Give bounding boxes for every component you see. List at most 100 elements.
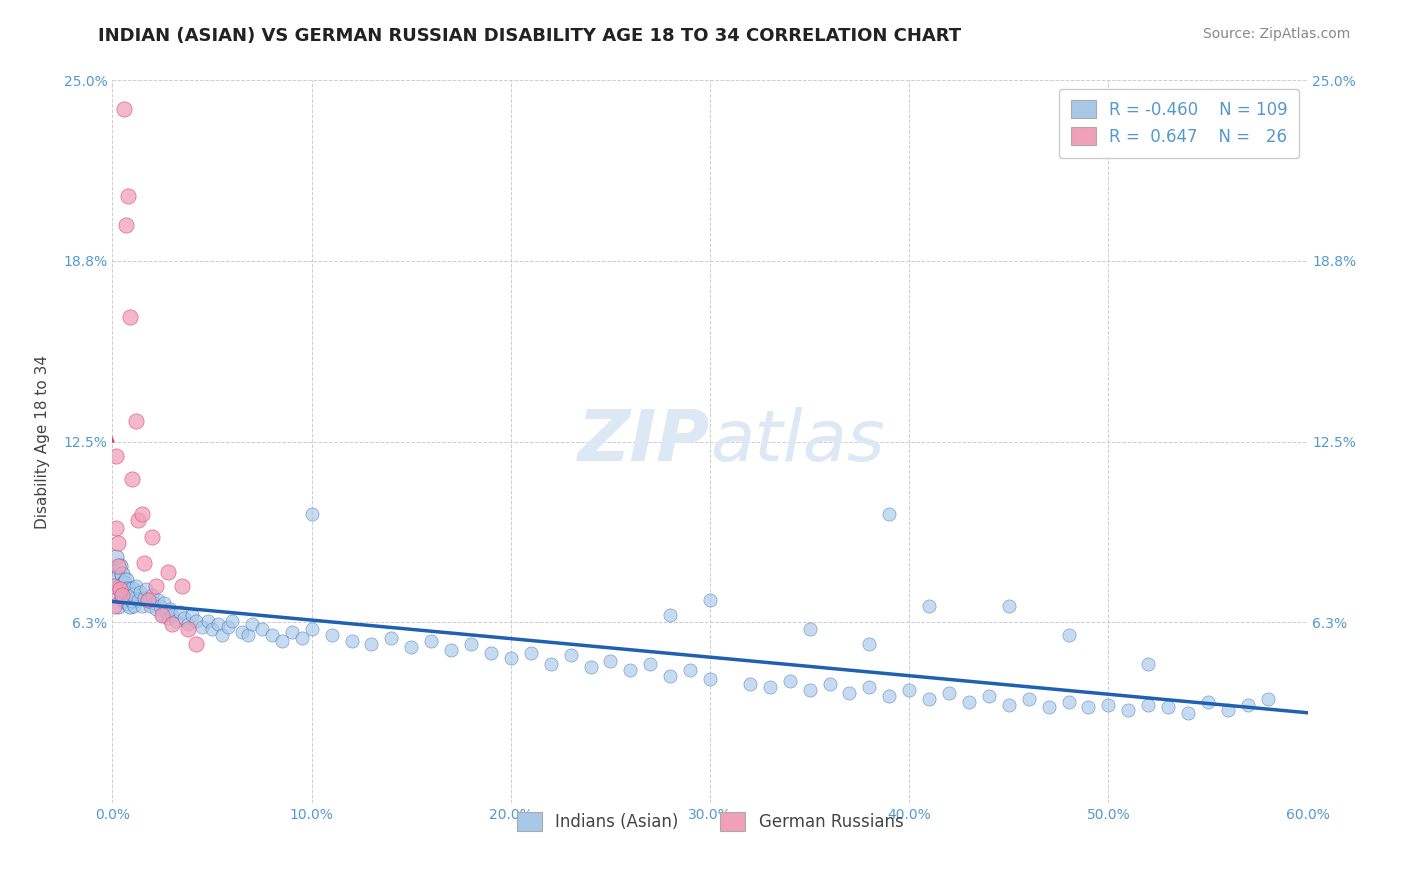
Point (818, 677, 841, 691)
Point (540, 657, 562, 671)
Point (1057, 695, 1080, 709)
Point (121, 593, 143, 607)
Point (998, 698, 1021, 712)
Point (659, 668, 682, 682)
Point (117, 189, 139, 203)
Point (111, 567, 134, 582)
Point (107, 535, 129, 549)
Point (121, 582, 143, 596)
Point (659, 607, 682, 622)
Point (139, 599, 162, 614)
Point (879, 689, 901, 703)
Point (124, 599, 146, 614)
Point (1038, 700, 1060, 714)
Point (125, 579, 148, 593)
Point (838, 686, 860, 700)
Point (134, 556, 156, 570)
Point (159, 602, 181, 616)
Point (250, 623, 273, 637)
Point (799, 623, 821, 637)
Point (499, 651, 522, 665)
Point (120, 599, 142, 614)
Point (110, 582, 132, 596)
Point (858, 637, 880, 651)
Point (699, 593, 721, 607)
Point (1077, 700, 1099, 714)
Point (103, 579, 125, 593)
Point (111, 588, 134, 602)
Point (115, 574, 138, 588)
Point (169, 605, 191, 619)
Point (131, 599, 153, 614)
Point (281, 625, 304, 640)
Point (201, 623, 224, 637)
Point (301, 507, 323, 521)
Point (141, 530, 163, 544)
Legend: Indians (Asian), German Russians: Indians (Asian), German Russians (510, 805, 910, 838)
Point (380, 631, 402, 645)
Point (440, 642, 463, 657)
Point (231, 625, 253, 640)
Point (977, 689, 1000, 703)
Point (520, 646, 543, 660)
Point (107, 570, 129, 584)
Point (957, 695, 980, 709)
Point (1097, 698, 1119, 712)
Point (114, 576, 135, 591)
Point (217, 619, 239, 633)
Point (1057, 628, 1080, 642)
Point (1137, 698, 1160, 712)
Point (401, 640, 423, 654)
Point (460, 637, 482, 651)
Point (181, 607, 204, 622)
Point (799, 683, 821, 698)
Point (1216, 703, 1239, 717)
Point (135, 582, 157, 596)
Point (236, 628, 259, 642)
Point (120, 588, 142, 602)
Point (640, 657, 662, 671)
Point (191, 619, 214, 633)
Point (117, 596, 139, 610)
Point (134, 591, 156, 605)
Point (360, 637, 382, 651)
Point (1118, 703, 1140, 717)
Point (127, 593, 149, 607)
Point (270, 634, 292, 648)
Point (141, 588, 163, 602)
Point (1137, 657, 1160, 671)
Point (114, 102, 135, 116)
Point (619, 663, 641, 677)
Point (173, 611, 195, 625)
Point (120, 310, 142, 325)
Text: ZIP: ZIP (578, 407, 710, 476)
Point (115, 584, 138, 599)
Point (110, 558, 132, 573)
Point (107, 558, 129, 573)
Point (211, 628, 233, 642)
Point (918, 691, 941, 706)
Point (110, 579, 132, 593)
Point (162, 607, 183, 622)
Point (114, 593, 135, 607)
Point (103, 599, 125, 614)
Point (1237, 698, 1260, 712)
Point (155, 605, 177, 619)
Point (177, 616, 200, 631)
Point (157, 611, 180, 625)
Point (197, 614, 219, 628)
Point (172, 579, 194, 593)
Point (1177, 706, 1199, 721)
Point (738, 677, 761, 691)
Point (1157, 700, 1180, 714)
Point (1018, 691, 1040, 706)
Point (998, 599, 1021, 614)
Point (138, 593, 160, 607)
Point (153, 596, 176, 610)
Point (186, 637, 208, 651)
Point (938, 686, 960, 700)
Point (111, 591, 134, 605)
Point (105, 449, 128, 463)
Point (898, 683, 921, 698)
Point (131, 507, 153, 521)
